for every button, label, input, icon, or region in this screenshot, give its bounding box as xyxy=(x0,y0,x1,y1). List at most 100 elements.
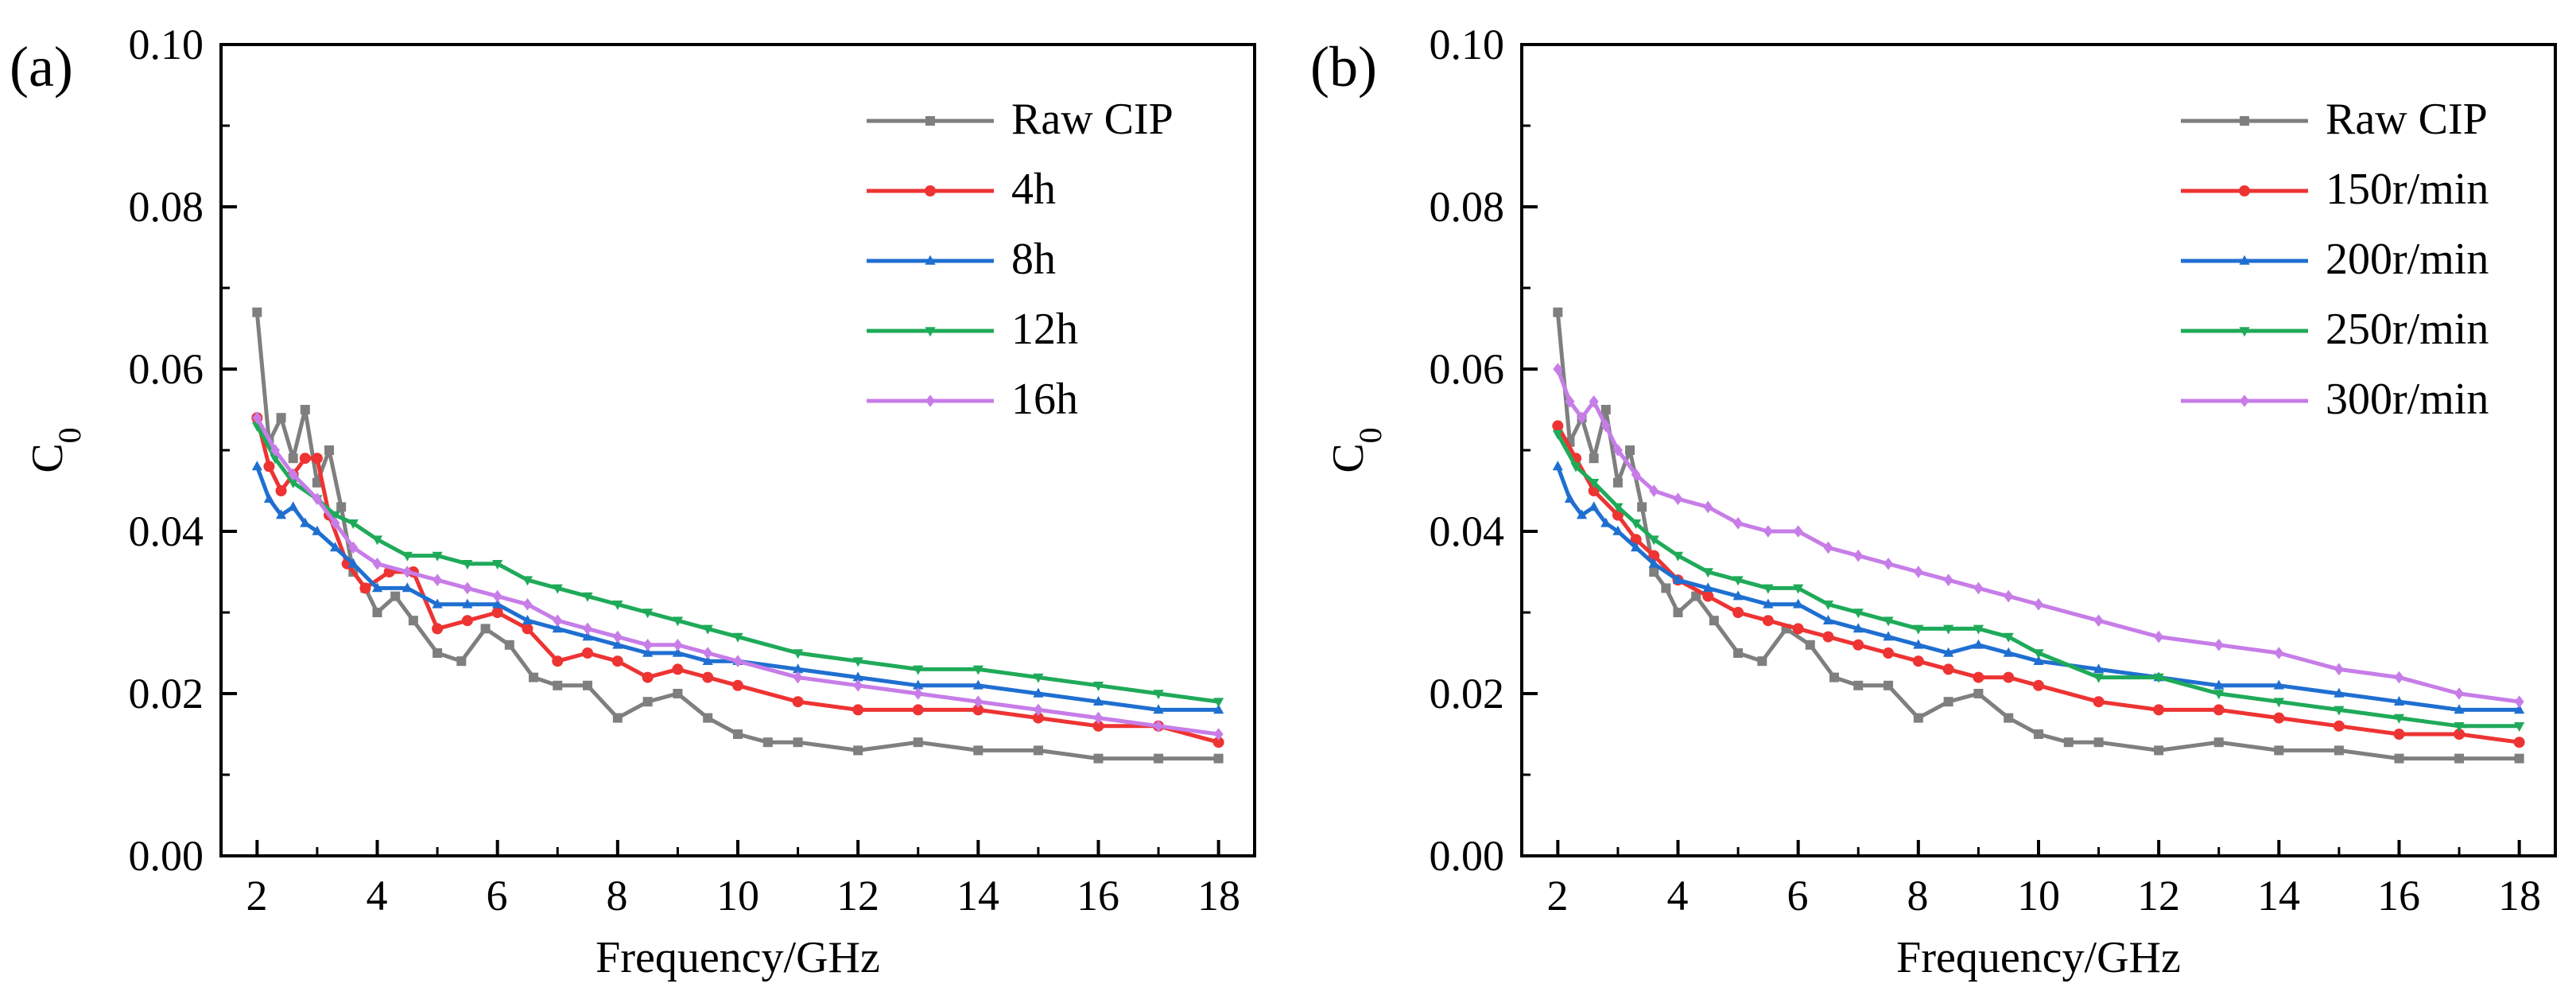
data-point xyxy=(1913,624,1924,635)
data-point xyxy=(732,632,743,643)
data-point xyxy=(673,639,683,651)
data-point xyxy=(432,551,443,562)
data-point xyxy=(1092,720,1104,732)
data-point xyxy=(288,453,298,464)
data-point xyxy=(2274,745,2284,756)
data-point xyxy=(372,558,382,570)
data-point xyxy=(1883,647,1895,659)
legend-label: 16h xyxy=(1011,375,1078,424)
y-tick-label: 0.06 xyxy=(129,345,204,393)
x-axis-title: Frequency/GHz xyxy=(596,933,880,982)
data-point xyxy=(552,584,563,594)
data-point xyxy=(251,461,262,471)
data-point xyxy=(1552,420,1564,432)
data-point xyxy=(1709,616,1719,626)
data-point xyxy=(1612,525,1624,535)
x-tick-label: 10 xyxy=(716,872,759,920)
data-point xyxy=(2213,639,2224,651)
data-point xyxy=(1913,566,1923,578)
data-point xyxy=(1973,639,1984,649)
data-point xyxy=(2213,679,2225,690)
y-tick-label: 0.02 xyxy=(1430,670,1505,717)
data-point xyxy=(504,640,514,650)
data-point xyxy=(2454,687,2465,700)
data-point xyxy=(1913,639,1924,649)
data-point xyxy=(433,573,443,586)
legend-label: 250r/min xyxy=(2326,305,2489,354)
data-point xyxy=(972,704,984,716)
data-point xyxy=(408,616,418,626)
data-point xyxy=(642,608,654,619)
data-point xyxy=(1600,419,1611,433)
data-point xyxy=(583,680,593,690)
data-point xyxy=(276,413,286,423)
data-point xyxy=(275,509,287,519)
data-point xyxy=(2093,614,2104,627)
data-point xyxy=(2003,671,2015,683)
legend-label: 4h xyxy=(1011,165,1056,214)
data-point xyxy=(1032,712,1044,724)
data-point xyxy=(1630,534,1642,546)
x-tick-label: 6 xyxy=(487,872,508,920)
data-point xyxy=(347,558,359,568)
data-point xyxy=(2454,729,2465,740)
legend-marker xyxy=(2240,395,2249,407)
data-point xyxy=(702,655,713,665)
data-point xyxy=(552,655,564,667)
data-point xyxy=(852,704,864,716)
data-point xyxy=(359,582,371,594)
data-point xyxy=(1702,568,1713,578)
data-point xyxy=(2034,598,2043,611)
y-tick-label: 0.06 xyxy=(1430,345,1505,393)
data-point xyxy=(2513,737,2525,748)
data-point xyxy=(1033,687,1044,698)
data-point xyxy=(522,615,533,624)
x-tick-label: 18 xyxy=(2498,872,2541,920)
y-tick-label: 0.00 xyxy=(129,832,204,880)
data-point xyxy=(2153,704,2165,716)
data-point xyxy=(2153,673,2164,683)
y-tick-label: 0.00 xyxy=(1430,832,1505,880)
data-point xyxy=(913,737,923,748)
data-point xyxy=(1973,624,1984,635)
data-point xyxy=(1973,689,1984,698)
data-point xyxy=(252,307,262,317)
data-point xyxy=(2154,630,2164,643)
legend-label: Raw CIP xyxy=(2326,95,2488,144)
legend-marker xyxy=(925,395,935,407)
x-tick-label: 2 xyxy=(1547,872,1569,920)
data-point xyxy=(2213,704,2225,716)
x-tick-label: 14 xyxy=(956,872,999,920)
y-tick-label: 0.08 xyxy=(129,183,204,231)
data-point xyxy=(330,542,341,552)
data-point xyxy=(553,680,563,690)
x-tick-label: 10 xyxy=(2017,872,2060,920)
data-point xyxy=(1852,608,1864,619)
data-point xyxy=(1852,639,1864,651)
data-point xyxy=(2333,720,2345,732)
data-point xyxy=(330,517,340,530)
data-point xyxy=(1553,363,1563,375)
data-point xyxy=(402,551,413,562)
data-point xyxy=(522,598,533,611)
series-line xyxy=(1556,425,2520,745)
data-point xyxy=(1093,753,1104,764)
data-point xyxy=(1625,445,1635,455)
data-point xyxy=(2213,690,2225,700)
data-point xyxy=(673,689,683,698)
data-point xyxy=(1853,680,1864,690)
data-point xyxy=(311,453,323,465)
data-point xyxy=(1943,697,1953,707)
legend-label: 200r/min xyxy=(2326,235,2489,284)
data-point xyxy=(480,624,491,634)
data-point xyxy=(1672,574,1684,584)
data-point xyxy=(793,671,803,684)
data-point xyxy=(1673,608,1683,617)
legend-marker xyxy=(2239,327,2250,337)
x-tick-label: 8 xyxy=(607,872,628,920)
data-point xyxy=(913,665,924,675)
data-point xyxy=(582,631,593,641)
data-point xyxy=(371,535,383,546)
data-point xyxy=(702,671,714,683)
data-point xyxy=(2154,745,2164,756)
